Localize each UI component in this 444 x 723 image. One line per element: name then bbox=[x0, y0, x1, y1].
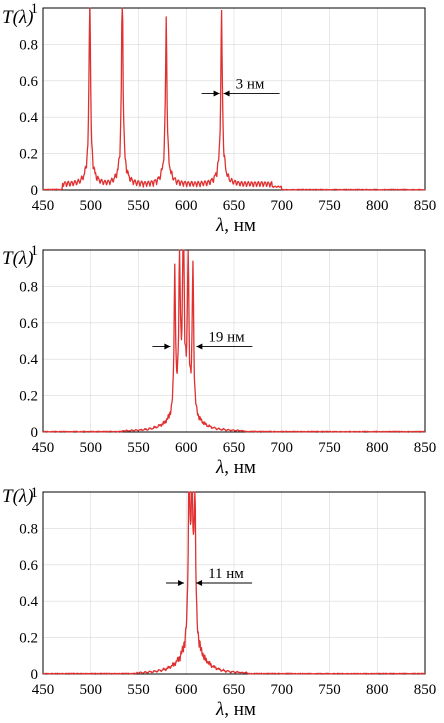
y-axis-label: T(λ) bbox=[2, 248, 33, 269]
y-tick-label: 0 bbox=[31, 667, 39, 683]
plot-frame bbox=[42, 7, 426, 191]
x-tick-label: 850 bbox=[414, 440, 437, 456]
x-tick-label: 750 bbox=[318, 440, 341, 456]
chart-middle: 0 0.2 0.4 0.6 0.8 1 450 500 550 600 650 700 750 800 85… bbox=[2, 243, 436, 478]
x-tick-label: 450 bbox=[32, 682, 55, 698]
y-tick-label: 1 bbox=[31, 243, 39, 259]
y-tick-label: 0.2 bbox=[19, 631, 38, 647]
x-axis-label-unit: , нм bbox=[224, 699, 256, 720]
annotation-arrowhead-left bbox=[178, 580, 185, 586]
y-tick-label: 0 bbox=[31, 425, 39, 441]
x-tick-label: 550 bbox=[127, 440, 150, 456]
x-axis-label-symbol: λ bbox=[215, 215, 224, 236]
x-tick-label: 500 bbox=[80, 198, 103, 214]
x-tick-label: 750 bbox=[318, 198, 341, 214]
width-annotation: 19 нм bbox=[152, 329, 253, 350]
x-tick-label: 700 bbox=[271, 682, 294, 698]
x-axis-label: λ, нм bbox=[215, 699, 256, 720]
plot-frame bbox=[42, 249, 426, 433]
y-tick-label: 0.8 bbox=[19, 279, 38, 295]
y-axis-label: T(λ) bbox=[2, 7, 33, 28]
y-tick-label: 0.8 bbox=[19, 37, 38, 53]
y-tick-label: 0.6 bbox=[19, 558, 38, 574]
y-tick-label: 0.4 bbox=[19, 110, 38, 126]
transmission-curve bbox=[42, 491, 426, 675]
x-axis-label: λ, нм bbox=[215, 215, 256, 236]
x-tick-label: 800 bbox=[366, 198, 389, 214]
x-tick-label: 450 bbox=[32, 440, 55, 456]
chart-top: 0 0.2 0.4 0.6 0.8 1 450 500 550 600 650 700 750 800 85… bbox=[2, 1, 436, 236]
y-tick-label: 0.4 bbox=[19, 352, 38, 368]
x-tick-label: 850 bbox=[414, 682, 437, 698]
x-axis-label-symbol: λ bbox=[215, 699, 224, 720]
width-annotation: 3 нм bbox=[201, 77, 280, 97]
annotation-arrowhead-right bbox=[223, 90, 230, 97]
x-tick-label: 650 bbox=[223, 682, 246, 698]
x-axis-label-symbol: λ bbox=[215, 457, 224, 478]
grid-lines bbox=[42, 7, 426, 191]
x-tick-label: 800 bbox=[366, 682, 389, 698]
y-tick-label: 1 bbox=[31, 485, 39, 501]
transmission-curve bbox=[42, 249, 426, 433]
width-annotation: 11 нм bbox=[166, 566, 253, 586]
y-tick-label: 0.6 bbox=[19, 316, 38, 332]
annotation-label: 3 нм bbox=[236, 77, 265, 93]
x-tick-label: 600 bbox=[175, 682, 198, 698]
x-tick-label: 600 bbox=[175, 440, 198, 456]
x-tick-label: 550 bbox=[127, 198, 150, 214]
y-axis-label: T(λ) bbox=[2, 486, 33, 507]
x-tick-label: 500 bbox=[80, 682, 103, 698]
x-axis-label: λ, нм bbox=[215, 457, 256, 478]
x-tick-label: 650 bbox=[223, 440, 246, 456]
y-tick-label: 1 bbox=[31, 1, 39, 17]
x-tick-label: 850 bbox=[414, 198, 437, 214]
x-tick-label: 650 bbox=[223, 198, 246, 214]
annotation-arrowhead-left bbox=[164, 343, 171, 350]
x-tick-label: 500 bbox=[80, 440, 103, 456]
annotation-arrowhead-right bbox=[196, 580, 203, 586]
x-axis-label-unit: , нм bbox=[224, 215, 256, 236]
plot-frame bbox=[42, 491, 426, 675]
annotation-label: 11 нм bbox=[208, 566, 244, 582]
x-axis-label-unit: , нм bbox=[224, 457, 256, 478]
x-tick-label: 800 bbox=[366, 440, 389, 456]
x-tick-label: 700 bbox=[271, 198, 294, 214]
x-tick-label: 550 bbox=[127, 682, 150, 698]
y-tick-label: 0.4 bbox=[19, 594, 38, 610]
chart-bottom: 0 0.2 0.4 0.6 0.8 1 450 500 550 600 650 700 750 800 85… bbox=[2, 485, 436, 720]
y-tick-label: 0.2 bbox=[19, 389, 38, 405]
x-tick-label: 700 bbox=[271, 440, 294, 456]
y-tick-label: 0.8 bbox=[19, 521, 38, 537]
x-tick-label: 750 bbox=[318, 682, 341, 698]
transmission-curve bbox=[42, 7, 426, 191]
annotation-label: 19 нм bbox=[208, 329, 245, 345]
annotation-arrowhead-right bbox=[196, 343, 203, 350]
x-tick-label: 450 bbox=[32, 198, 55, 214]
y-tick-label: 0.6 bbox=[19, 74, 38, 90]
y-tick-label: 0 bbox=[31, 183, 39, 199]
annotation-arrowhead-left bbox=[213, 90, 220, 97]
x-tick-label: 600 bbox=[175, 198, 198, 214]
y-tick-label: 0.2 bbox=[19, 147, 38, 163]
